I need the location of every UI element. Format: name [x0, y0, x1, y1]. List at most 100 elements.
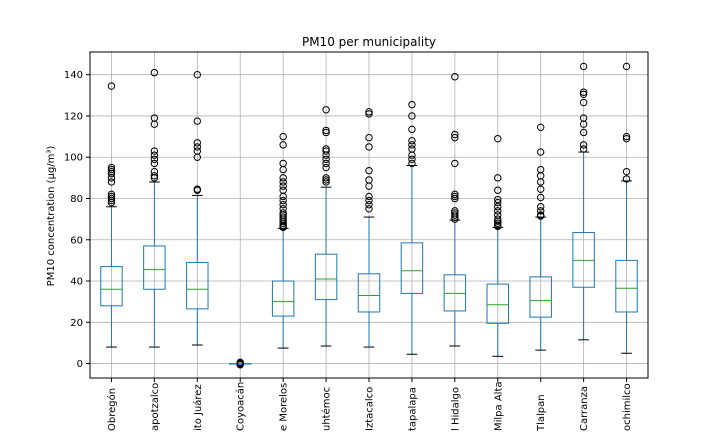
outlier-point [365, 143, 373, 151]
outlier-point [408, 159, 416, 168]
outlier-point [494, 134, 502, 143]
outlier-point [408, 112, 416, 120]
outlier-point [579, 98, 588, 107]
outlier-point [279, 209, 287, 217]
outlier-point [150, 68, 159, 77]
outlier-point [107, 194, 116, 203]
outlier-point [322, 145, 330, 153]
outlier-point [279, 132, 287, 141]
iqr-box [100, 266, 123, 307]
outlier-point [365, 192, 373, 201]
iqr-box [572, 232, 595, 288]
y-tick-label: 140 [64, 70, 83, 81]
outlier-point [579, 88, 588, 96]
outlier-point [451, 130, 459, 139]
x-tick-label: uhtémoc [321, 387, 333, 431]
outlier-point [622, 132, 631, 141]
box-9 [443, 73, 467, 347]
outlier-point [150, 167, 159, 176]
chart-title: PM10 per municipality [302, 35, 436, 49]
iqr-box [443, 274, 467, 312]
outlier-point [536, 148, 545, 156]
iqr-box [143, 245, 166, 290]
outlier-point [150, 159, 159, 168]
outlier-point [579, 141, 588, 149]
outlier-point [494, 219, 502, 227]
outlier-point [451, 211, 459, 219]
outlier-point [365, 200, 373, 209]
outlier-point [193, 143, 202, 151]
tick-layer: 0 20 40 60 80 100 120 140 Obregón apotzalco ito Ju… [64, 70, 633, 432]
outlier-point [322, 178, 330, 186]
y-tick-label: 100 [64, 153, 83, 164]
outlier-point [279, 178, 287, 186]
outlier-point [322, 147, 330, 155]
iqr-box [615, 259, 638, 313]
outlier-point [579, 62, 588, 71]
box-11 [529, 123, 552, 351]
outlier-point [451, 73, 459, 81]
outlier-point [451, 133, 459, 142]
outlier-point [107, 178, 116, 186]
outlier-point [579, 114, 588, 122]
x-tick-label: e Morelos [279, 383, 290, 431]
outlier-point [365, 166, 373, 175]
outlier-point [536, 123, 545, 132]
outlier-point [279, 182, 287, 190]
outlier-point [622, 62, 631, 71]
outlier-point [322, 106, 330, 114]
outlier-point [150, 151, 159, 159]
outlier-point [536, 211, 545, 219]
outlier-point [536, 203, 545, 211]
outlier-point [365, 205, 373, 213]
outlier-point [365, 176, 373, 184]
y-tick-label: 60 [70, 235, 83, 246]
outlier-point [107, 82, 116, 90]
y-tick-label: 0 [77, 359, 83, 370]
outlier-point [322, 126, 330, 135]
outlier-point [408, 145, 416, 153]
outlier-point [322, 163, 330, 172]
outlier-point [365, 133, 373, 142]
outlier-point [322, 176, 330, 184]
outlier-point [494, 186, 502, 194]
box-7 [357, 108, 381, 348]
box-3 [186, 70, 209, 346]
outlier-point [494, 198, 502, 207]
outlier-point [408, 155, 416, 163]
outlier-point [279, 196, 287, 205]
x-tick-label: Tlalpan [536, 394, 547, 432]
outlier-point [107, 165, 116, 174]
x-tick-label: Coyoacán [235, 382, 247, 431]
outlier-point [536, 185, 545, 193]
outlier-point [622, 134, 631, 143]
outlier-point [365, 196, 373, 205]
outlier-point [322, 128, 330, 137]
outlier-point [494, 203, 502, 211]
outlier-point [279, 205, 287, 213]
iqr-box [357, 273, 381, 313]
outlier-point [579, 90, 588, 98]
x-tick-label: Obregón [106, 388, 118, 431]
y-tick-label: 80 [70, 194, 83, 205]
outlier-point [451, 190, 459, 199]
iqr-box [271, 280, 295, 317]
outlier-point [494, 215, 502, 223]
outlier-point [408, 125, 416, 134]
outlier-point [279, 213, 287, 221]
outlier-point [494, 174, 502, 182]
outlier-point [408, 137, 416, 145]
outlier-point [322, 155, 330, 163]
outlier-point [279, 186, 287, 194]
box-layer [100, 62, 638, 369]
x-tick-label: Carranza [579, 386, 590, 431]
outlier-point [150, 155, 159, 163]
outlier-point [536, 165, 545, 174]
box-8 [400, 100, 424, 355]
outlier-point [107, 163, 116, 172]
outlier-point [107, 192, 116, 201]
box-2 [143, 68, 166, 348]
y-tick-label: 40 [70, 277, 83, 288]
x-tick-label: Iztacalco [365, 387, 376, 431]
